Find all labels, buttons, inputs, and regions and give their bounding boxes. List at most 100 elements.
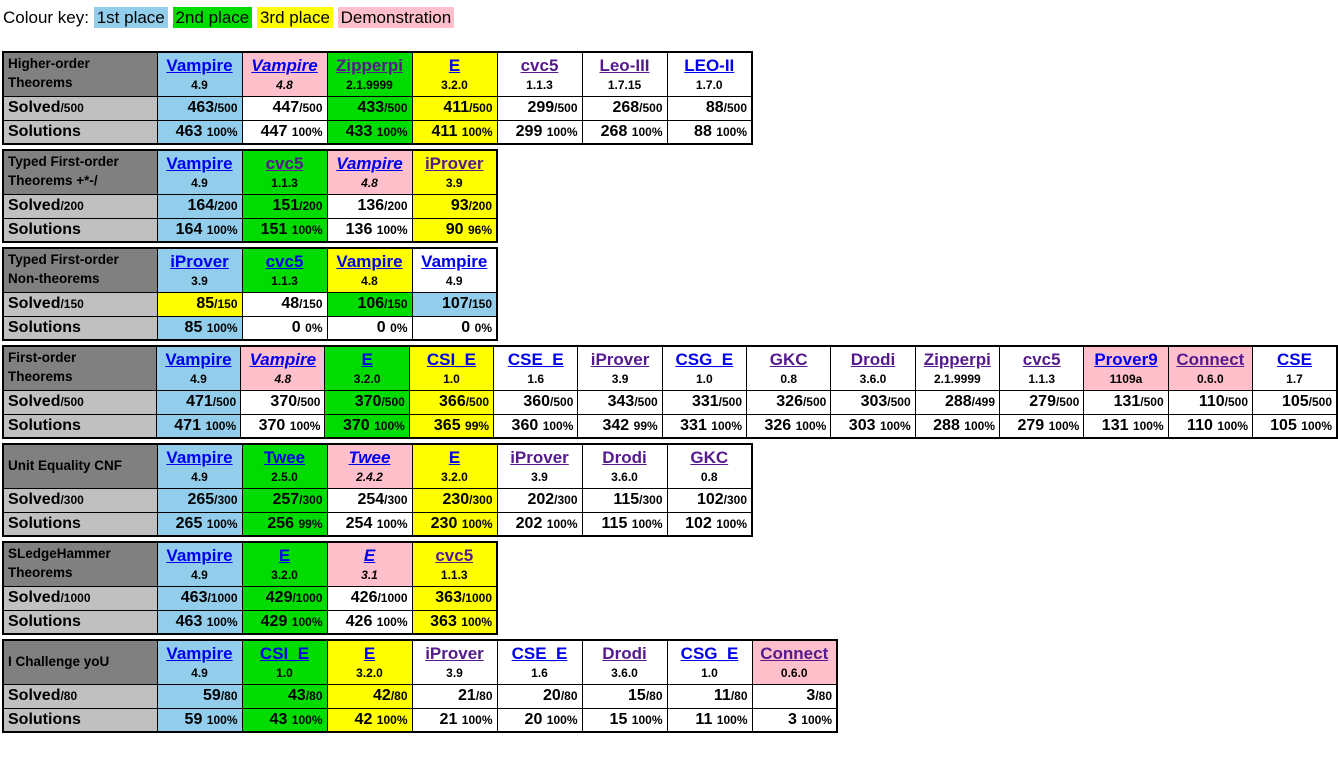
solved-label-total: /80 <box>60 689 78 703</box>
system-link-iprover[interactable]: iProver <box>424 153 484 173</box>
system-link-cvc5[interactable]: cvc5 <box>265 153 304 173</box>
system-link-e[interactable]: E <box>361 349 373 369</box>
solutions-row-label: Solutions <box>2 315 158 341</box>
solutions-percent: 100% <box>879 418 911 433</box>
solutions-row-label: Solutions <box>2 511 158 537</box>
system-version: 1.0 <box>701 665 718 680</box>
solved-cell: 366/500 <box>408 389 495 415</box>
solutions-percent: 100% <box>461 516 493 531</box>
system-link-vampire[interactable]: Vampire <box>166 55 233 75</box>
system-link-twee[interactable]: Twee <box>348 447 391 467</box>
solutions-count: 105 <box>1270 416 1297 434</box>
solved-count: 110 <box>1198 393 1225 410</box>
system-version: 4.9 <box>191 469 208 484</box>
system-link-e[interactable]: E <box>363 545 376 565</box>
system-link-drodi[interactable]: Drodi <box>602 643 647 663</box>
system-link-gkc[interactable]: GKC <box>690 447 729 467</box>
system-link-cvc5[interactable]: cvc5 <box>265 251 304 271</box>
system-link-drodi[interactable]: Drodi <box>850 349 896 369</box>
solved-denominator: /500 <box>1308 395 1332 409</box>
system-link-iprover[interactable]: iProver <box>590 349 650 369</box>
solutions-count: 288 <box>933 416 960 434</box>
system-header-gkc-0-8: GKC 0.8 <box>666 443 753 489</box>
system-link-csi-e[interactable]: CSI_E <box>426 349 477 369</box>
solved-denominator: /500 <box>299 101 323 115</box>
solutions-percent: 100% <box>631 124 663 139</box>
solutions-percent: 100% <box>206 222 238 237</box>
system-link-csg-e[interactable]: CSG_E <box>675 349 734 369</box>
solved-cell: 471/500 <box>155 389 242 415</box>
system-version: 3.9 <box>611 371 629 386</box>
system-link-vampire[interactable]: Vampire <box>166 447 233 467</box>
system-header-vampire-4-9: Vampire 4.9 <box>156 443 243 489</box>
solutions-cell: 429 100% <box>241 609 328 635</box>
system-link-cse-e[interactable]: CSE_E <box>511 643 568 663</box>
system-link-gkc[interactable]: GKC <box>769 349 808 369</box>
solutions-cell: 102 100% <box>666 511 753 537</box>
system-link-zipperpi[interactable]: Zipperpi <box>923 349 991 369</box>
system-link-iprover[interactable]: iProver <box>425 643 484 663</box>
system-link-twee[interactable]: Twee <box>263 447 306 467</box>
solved-denominator: /300 <box>299 493 323 507</box>
solutions-percent: 99% <box>633 418 658 433</box>
division-tables: Higher-order Theorems Vampire 4.9 Vampire 4.8… <box>0 51 1338 733</box>
solved-count: 463 <box>180 589 208 606</box>
system-link-iprover[interactable]: iProver <box>510 447 569 467</box>
division-label-line: Non-theorems <box>8 271 100 287</box>
system-link-csg-e[interactable]: CSG_E <box>680 643 739 663</box>
system-name: cvc5 <box>414 545 496 566</box>
solved-count: 429 <box>265 589 293 606</box>
system-link-drodi[interactable]: Drodi <box>602 447 647 467</box>
solutions-cell: 365 99% <box>408 413 495 439</box>
system-name: GKC <box>748 349 829 370</box>
system-header-e-3-1: E 3.1 <box>326 541 413 587</box>
system-link-vampire[interactable]: Vampire <box>421 251 488 271</box>
system-link-cse[interactable]: CSE <box>1277 349 1312 369</box>
system-link-vampire[interactable]: Vampire <box>166 545 233 565</box>
system-name: LEO-II <box>669 55 751 76</box>
system-link-vampire[interactable]: Vampire <box>166 153 233 173</box>
system-header-connect-0-6-0: Connect 0.6.0 <box>1167 345 1254 391</box>
system-link-e[interactable]: E <box>448 55 461 75</box>
system-link-vampire[interactable]: Vampire <box>336 251 403 271</box>
system-link-vampire[interactable]: Vampire <box>166 643 233 663</box>
system-header-vampire-4-9: Vampire 4.9 <box>411 247 498 293</box>
system-version: 1.1.3 <box>440 567 468 582</box>
system-link-zipperpi[interactable]: Zipperpi <box>335 55 404 75</box>
system-link-e[interactable]: E <box>363 643 376 663</box>
colour-key-1st-place: 1st place <box>93 7 168 28</box>
solutions-cell: 471 100% <box>155 413 242 439</box>
system-link-connect[interactable]: Connect <box>760 643 829 663</box>
solved-cell: 110/500 <box>1167 389 1254 415</box>
system-name: E <box>414 447 496 468</box>
solved-denominator: /150 <box>214 297 238 311</box>
solutions-cell: 3 100% <box>751 707 838 733</box>
system-link-e[interactable]: E <box>278 545 291 565</box>
system-link-iprover[interactable]: iProver <box>170 251 229 271</box>
system-link-cvc5[interactable]: cvc5 <box>520 55 559 75</box>
system-link-vampire[interactable]: Vampire <box>165 349 232 369</box>
solutions-percent: 0% <box>305 320 323 335</box>
solved-denominator: /80 <box>220 689 238 703</box>
system-link-cvc5[interactable]: cvc5 <box>435 545 474 565</box>
system-link-prover9[interactable]: Prover9 <box>1094 349 1158 369</box>
division-label: Higher-order Theorems <box>2 51 158 97</box>
system-version: 0.6.0 <box>1196 371 1224 386</box>
solved-denominator: /80 <box>305 689 323 703</box>
division-label: Typed First-order Non-theorems <box>2 247 158 293</box>
system-link-leo-ii[interactable]: LEO-II <box>684 55 735 75</box>
system-link-leo-iii[interactable]: Leo-III <box>599 55 650 75</box>
system-link-e[interactable]: E <box>448 447 461 467</box>
solutions-cell: 303 100% <box>830 413 916 439</box>
system-link-vampire[interactable]: Vampire <box>336 153 403 173</box>
system-link-vampire[interactable]: Vampire <box>251 55 318 75</box>
system-name: cvc5 <box>499 55 581 76</box>
solutions-row-label: Solutions <box>2 217 158 243</box>
system-link-cse-e[interactable]: CSE_E <box>507 349 564 369</box>
system-link-vampire[interactable]: Vampire <box>249 349 317 369</box>
system-link-cvc5[interactable]: cvc5 <box>1022 349 1061 369</box>
solutions-percent: 100% <box>461 712 493 727</box>
system-link-csi-e[interactable]: CSI_E <box>259 643 310 663</box>
system-link-connect[interactable]: Connect <box>1176 349 1245 369</box>
division-label-line: Typed First-order <box>8 154 119 170</box>
